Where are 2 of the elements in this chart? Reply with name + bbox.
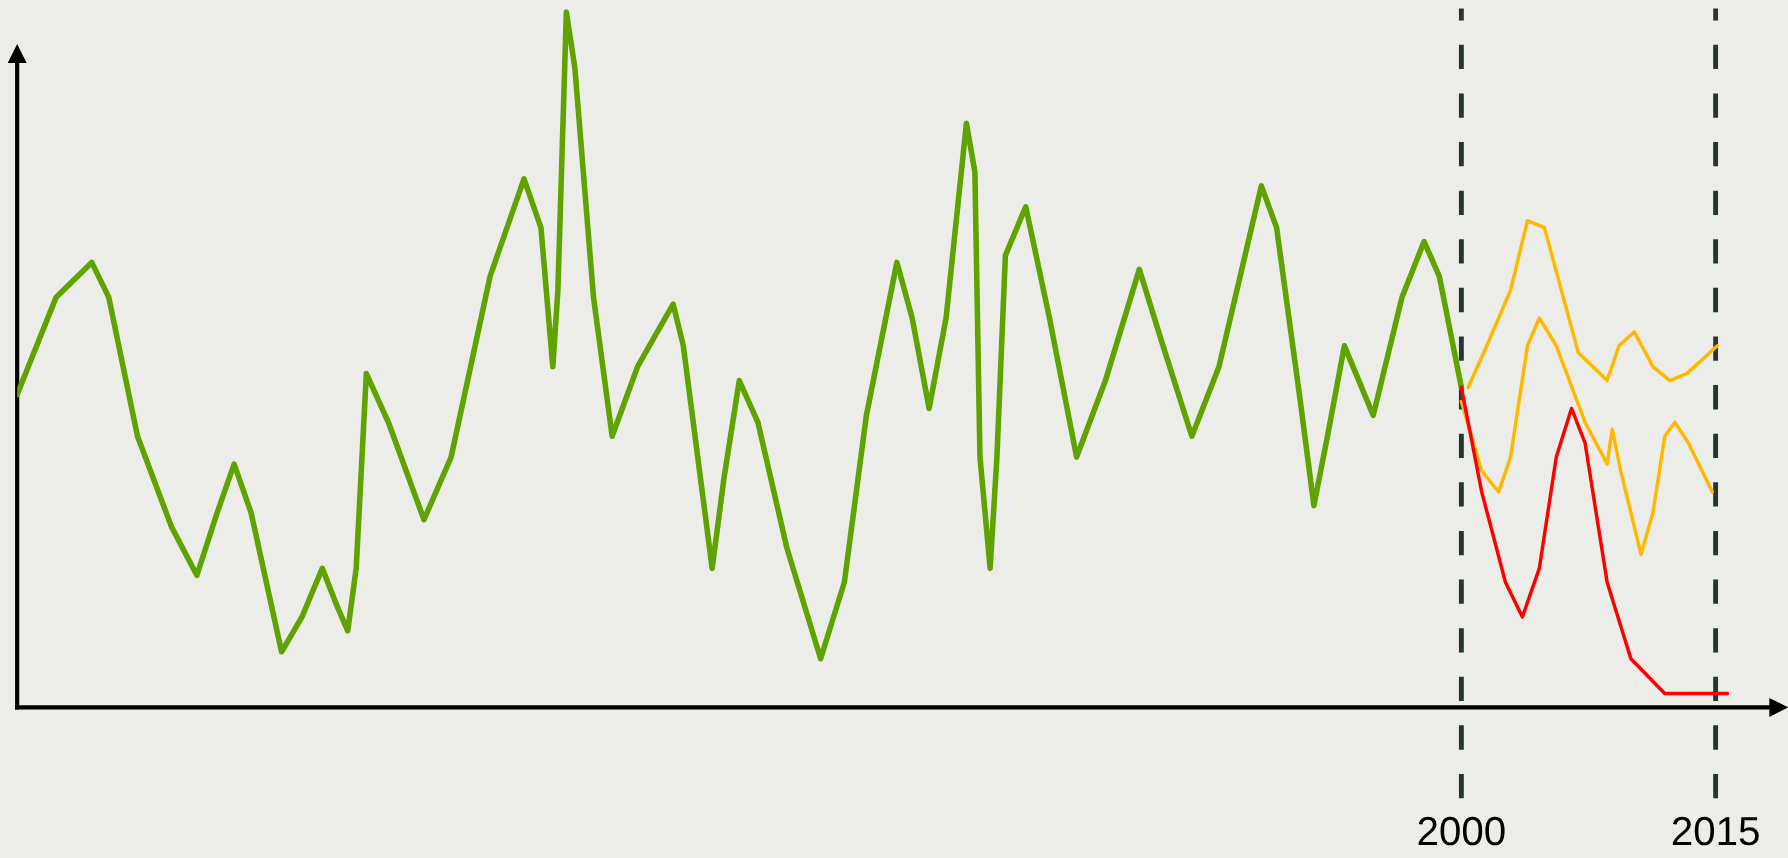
x-tick-label: 2000 bbox=[1418, 816, 1505, 846]
x-tick-label: 2015 bbox=[1672, 816, 1759, 846]
